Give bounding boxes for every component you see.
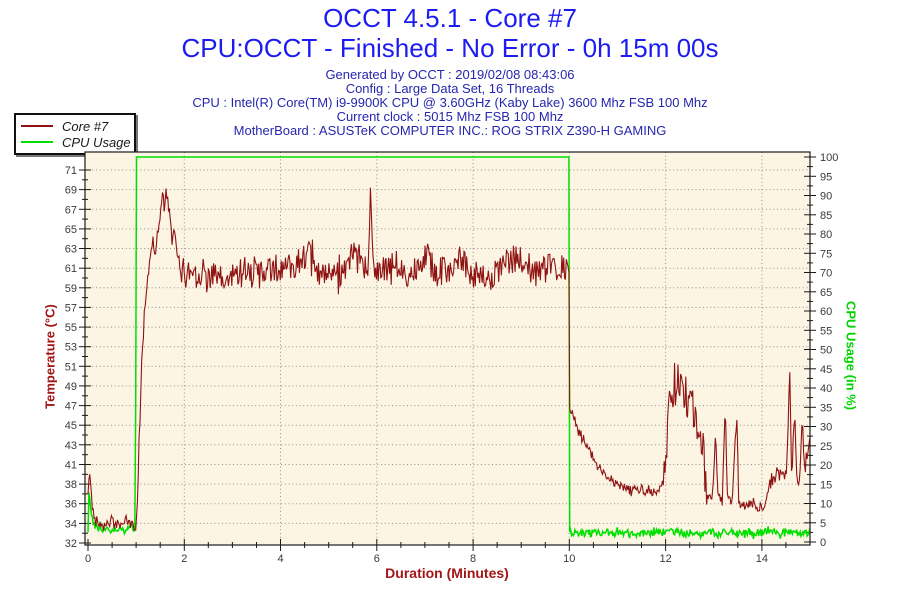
y-left-tick-label: 63 xyxy=(65,244,77,256)
info-line: Current clock : 5015 Mhz FSB 100 Mhz xyxy=(336,109,564,124)
y-left-tick-label: 61 xyxy=(65,263,77,275)
y-left-tick-label: 71 xyxy=(65,165,77,177)
legend-line-swatch xyxy=(21,125,53,127)
y-right-tick-label: 10 xyxy=(820,499,832,511)
system-info-block: Generated by OCCT : 2019/02/08 08:43:06 C… xyxy=(0,68,900,138)
y-left-tick-label: 67 xyxy=(65,204,77,216)
y-right-tick-label: 100 xyxy=(820,152,838,164)
y-right-tick-label: 50 xyxy=(820,345,832,357)
y-left-tick-label: 43 xyxy=(65,440,77,452)
info-line: Generated by OCCT : 2019/02/08 08:43:06 xyxy=(325,67,575,82)
y-left-tick-label: 65 xyxy=(65,224,77,236)
y-right-tick-label: 30 xyxy=(820,422,832,434)
y-left-tick-label: 41 xyxy=(65,460,77,472)
x-tick-label: 0 xyxy=(85,553,91,565)
x-axis-label-duration: Duration (Minutes) xyxy=(385,565,509,581)
y-right-tick-label: 75 xyxy=(820,248,832,260)
x-tick-label: 2 xyxy=(181,553,187,565)
x-tick-label: 10 xyxy=(563,553,575,565)
y-left-tick-label: 32 xyxy=(65,538,77,550)
chart-subtitle: CPU:OCCT - Finished - No Error - 0h 15m … xyxy=(181,33,719,63)
x-tick-label: 14 xyxy=(756,553,768,565)
chart-title: OCCT 4.5.1 - Core #7 xyxy=(323,3,577,33)
tick-labels: 3234363841434547495153555759616365676971… xyxy=(65,152,839,565)
y-left-tick-label: 69 xyxy=(65,185,77,197)
y-left-tick-label: 55 xyxy=(65,322,77,334)
info-line: Config : Large Data Set, 16 Threads xyxy=(345,81,555,96)
x-tick-label: 12 xyxy=(659,553,671,565)
y-right-tick-label: 35 xyxy=(820,402,832,414)
y-left-tick-label: 45 xyxy=(65,420,77,432)
y-left-tick-label: 36 xyxy=(65,499,77,511)
y-right-tick-label: 80 xyxy=(820,229,832,241)
legend-label: CPU Usage xyxy=(62,134,131,150)
y-left-tick-label: 34 xyxy=(65,518,77,530)
y-left-tick-label: 47 xyxy=(65,401,77,413)
y-right-tick-label: 60 xyxy=(820,306,832,318)
legend: Core #7 CPU Usage xyxy=(14,113,136,155)
plot-background xyxy=(85,152,810,545)
info-line: MotherBoard : ASUSTeK COMPUTER INC.: ROG… xyxy=(233,123,667,138)
y-right-tick-label: 25 xyxy=(820,441,832,453)
legend-item: Core #7 xyxy=(21,118,129,134)
y-right-tick-label: 65 xyxy=(820,287,832,299)
info-line: CPU : Intel(R) Core(TM) i9-9900K CPU @ 3… xyxy=(192,95,708,110)
x-tick-label: 4 xyxy=(277,553,283,565)
temperature-series-line xyxy=(87,187,810,531)
plot-frame xyxy=(84,151,811,546)
cpu-usage-series-line xyxy=(87,156,810,541)
y-left-tick-label: 53 xyxy=(65,342,77,354)
legend-line-swatch xyxy=(21,141,53,143)
x-tick-label: 6 xyxy=(374,553,380,565)
y-left-tick-label: 38 xyxy=(65,479,77,491)
y-right-tick-label: 70 xyxy=(820,268,832,280)
y-left-tick-label: 51 xyxy=(65,361,77,373)
y-right-tick-label: 95 xyxy=(820,171,832,183)
legend-item: CPU Usage xyxy=(21,134,131,150)
y-right-tick-label: 0 xyxy=(820,537,826,549)
y-right-tick-label: 15 xyxy=(820,479,832,491)
legend-label: Core #7 xyxy=(62,118,109,134)
y-right-tick-label: 40 xyxy=(820,383,832,395)
y-right-tick-label: 90 xyxy=(820,191,832,203)
y-right-tick-label: 20 xyxy=(820,460,832,472)
y-right-tick-label: 85 xyxy=(820,210,832,222)
y-left-tick-label: 49 xyxy=(65,381,77,393)
x-tick-label: 8 xyxy=(470,553,476,565)
y-right-tick-label: 5 xyxy=(820,518,826,530)
y-left-tick-label: 59 xyxy=(65,283,77,295)
y-left-tick-label: 57 xyxy=(65,302,77,314)
y-right-tick-label: 55 xyxy=(820,325,832,337)
y-right-tick-label: 45 xyxy=(820,364,832,376)
